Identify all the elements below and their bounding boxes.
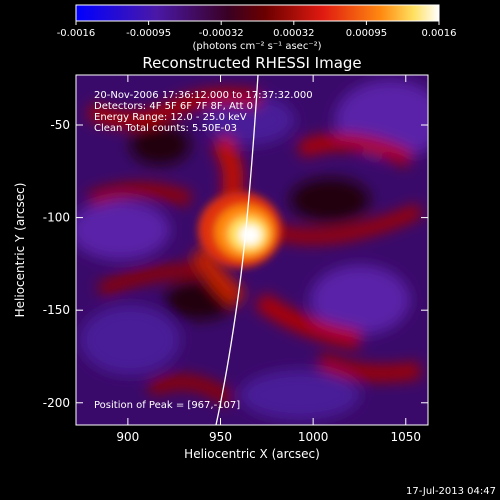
colorbar-tick-label: -0.0016 [57, 28, 96, 39]
plot-title: Reconstructed RHESSI Image [142, 54, 361, 72]
x-axis-ticks: 900 950 1000 1050 [116, 75, 421, 444]
colorbar-tick-label: -0.00095 [126, 28, 171, 39]
emission-map [76, 80, 428, 420]
image-area [76, 75, 428, 425]
x-tick-label: 1050 [390, 430, 421, 444]
y-tick-label: -200 [43, 396, 70, 410]
y-tick-label: -50 [50, 118, 70, 132]
x-tick-label: 1000 [298, 430, 329, 444]
colorbar: -0.0016 -0.00095 -0.00032 0.00032 0.00095 0.0… [57, 4, 457, 52]
colorbar-tick-label: -0.00032 [199, 28, 244, 39]
info-line: Energy Range: 12.0 - 25.0 keV [94, 112, 247, 123]
y-tick-label: -150 [43, 303, 70, 317]
y-axis-ticks: -50 -100 -150 -200 [43, 118, 428, 410]
info-line: Clean Total counts: 5.50E-03 [94, 123, 237, 134]
colorbar-gradient [75, 4, 440, 22]
colorbar-tick-label: 0.0016 [422, 28, 457, 39]
x-tick-label: 900 [116, 430, 139, 444]
y-tick-label: -100 [43, 211, 70, 225]
plot-frame [75, 74, 429, 426]
date-stamp: 17-Jul-2013 04:47 [406, 486, 496, 497]
info-line: 20-Nov-2006 17:36:12.000 to 17:37:32.000 [94, 90, 313, 101]
colorbar-tick-label: 0.00032 [273, 28, 314, 39]
info-line: Detectors: 4F 5F 6F 7F 8F, Att 0 [94, 101, 253, 112]
info-text-block: 20-Nov-2006 17:36:12.000 to 17:37:32.000… [94, 90, 313, 134]
y-axis-label: Heliocentric Y (arcsec) [13, 183, 27, 318]
peak-position-label: Position of Peak = [967,-107] [94, 400, 240, 411]
colorbar-units-label: (photons cm⁻² s⁻¹ asec⁻²) [192, 41, 321, 52]
x-tick-label: 950 [209, 430, 232, 444]
colorbar-ticks: -0.0016 -0.00095 -0.00032 0.00032 0.00095 0.0… [57, 21, 457, 39]
solar-limb-line [215, 75, 259, 425]
colorbar-tick-label: 0.00095 [346, 28, 387, 39]
peak-source [198, 192, 282, 268]
x-axis-label: Heliocentric X (arcsec) [184, 447, 320, 461]
